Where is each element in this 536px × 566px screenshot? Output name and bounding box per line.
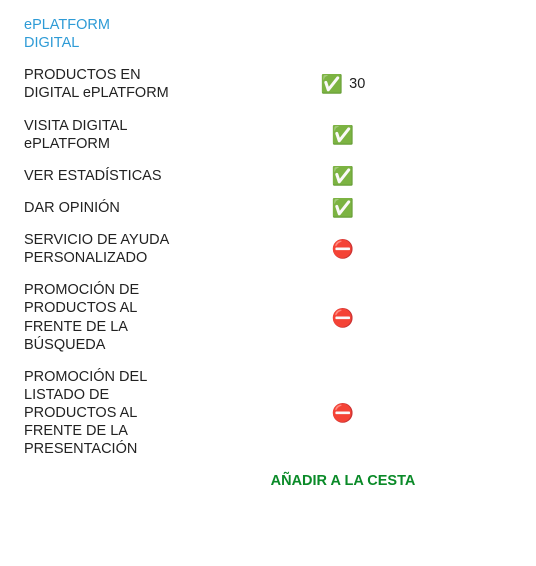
feature-row: VISITA DIGITAL ePLATFORM ✅ — [24, 117, 512, 153]
feature-value: ✅ — [174, 126, 512, 144]
feature-number: 30 — [349, 76, 365, 92]
check-icon: ✅ — [321, 75, 343, 93]
no-entry-icon: ⛔ — [332, 404, 354, 422]
feature-row: SERVICIO DE AYUDA PERSONALIZADO ⛔ — [24, 231, 512, 267]
no-entry-icon: ⛔ — [332, 240, 354, 258]
check-icon: ✅ — [332, 199, 354, 217]
feature-value: ⛔ — [174, 404, 512, 422]
no-entry-icon: ⛔ — [332, 309, 354, 327]
feature-label: VER ESTADÍSTICAS — [24, 167, 174, 185]
feature-label: PROMOCIÓN DE PRODUCTOS AL FRENTE DE LA B… — [24, 281, 174, 354]
feature-label: PROMOCIÓN DEL LISTADO DE PRODUCTOS AL FR… — [24, 368, 174, 459]
feature-value: ✅ 30 — [174, 75, 512, 93]
feature-row: PROMOCIÓN DEL LISTADO DE PRODUCTOS AL FR… — [24, 368, 512, 459]
feature-row: PROMOCIÓN DE PRODUCTOS AL FRENTE DE LA B… — [24, 281, 512, 354]
feature-label: SERVICIO DE AYUDA PERSONALIZADO — [24, 231, 174, 267]
check-icon: ✅ — [332, 167, 354, 185]
plan-header: ePLATFORM DIGITAL — [24, 16, 164, 52]
add-to-cart-button[interactable]: AÑADIR A LA CESTA — [174, 472, 512, 492]
feature-list: PRODUCTOS EN DIGITAL ePLATFORM ✅ 30 VISITA … — [24, 66, 512, 468]
feature-row: PRODUCTOS EN DIGITAL ePLATFORM ✅ 30 — [24, 66, 512, 102]
check-icon: ✅ — [332, 126, 354, 144]
feature-label: PRODUCTOS EN DIGITAL ePLATFORM — [24, 66, 174, 102]
feature-label: VISITA DIGITAL ePLATFORM — [24, 117, 174, 153]
cta-row: AÑADIR A LA CESTA — [24, 472, 512, 492]
feature-value: ✅ — [174, 199, 512, 217]
feature-label: DAR OPINIÓN — [24, 199, 174, 217]
feature-value: ✅ — [174, 167, 512, 185]
feature-value: ⛔ — [174, 240, 512, 258]
feature-value: ⛔ — [174, 309, 512, 327]
feature-row: VER ESTADÍSTICAS ✅ — [24, 167, 512, 185]
feature-row: DAR OPINIÓN ✅ — [24, 199, 512, 217]
pricing-plan-column: ePLATFORM DIGITAL PRODUCTOS EN DIGITAL e… — [0, 0, 536, 512]
